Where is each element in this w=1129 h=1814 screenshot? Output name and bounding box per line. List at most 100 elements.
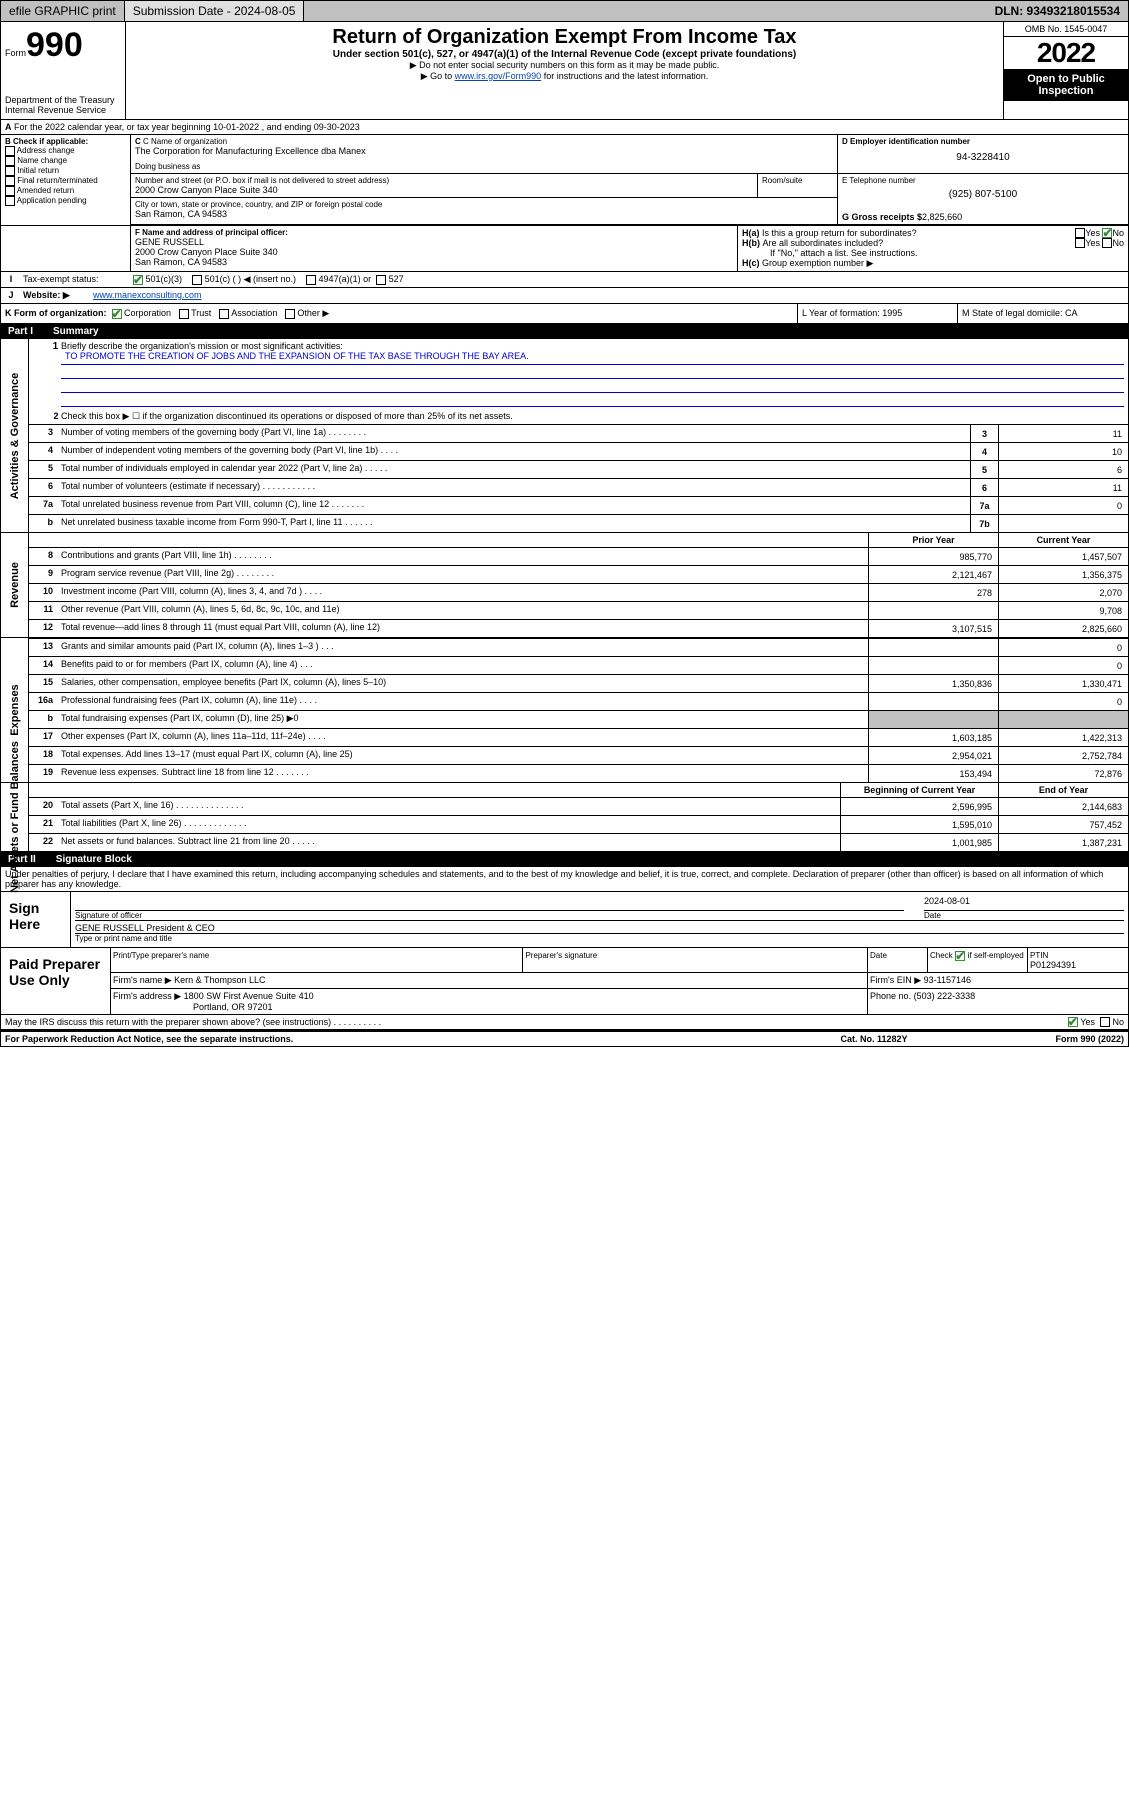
line-a: A For the 2022 calendar year, or tax yea… bbox=[0, 120, 1129, 135]
line-12: 12Total revenue—add lines 8 through 11 (… bbox=[29, 619, 1128, 637]
org-name: The Corporation for Manufacturing Excell… bbox=[135, 146, 833, 156]
gov-line-b: bNet unrelated business taxable income f… bbox=[29, 514, 1128, 532]
line-18: 18Total expenses. Add lines 13–17 (must … bbox=[29, 746, 1128, 764]
city-label: City or town, state or province, country… bbox=[135, 200, 833, 209]
k-corp-checkbox[interactable] bbox=[112, 309, 122, 319]
501c-checkbox[interactable] bbox=[192, 275, 202, 285]
form-small: Form bbox=[5, 48, 26, 58]
section-b-g: B Check if applicable: Address change Na… bbox=[0, 135, 1129, 226]
ein: 94-3228410 bbox=[842, 152, 1124, 163]
e-label: E Telephone number bbox=[842, 176, 1124, 185]
checkbox-final-return-terminated: Final return/terminated bbox=[5, 176, 126, 186]
submission-date-button[interactable]: Submission Date - 2024-08-05 bbox=[125, 1, 305, 21]
line-21: 21Total liabilities (Part X, line 26) . … bbox=[29, 815, 1128, 833]
officer-addr1: 2000 Crow Canyon Place Suite 340 bbox=[135, 247, 733, 257]
line-13: 13Grants and similar amounts paid (Part … bbox=[29, 638, 1128, 656]
mission-text: TO PROMOTE THE CREATION OF JOBS AND THE … bbox=[61, 351, 1124, 365]
line-10: 10Investment income (Part VIII, column (… bbox=[29, 583, 1128, 601]
section-expenses: Expenses 13Grants and similar amounts pa… bbox=[0, 638, 1129, 783]
signer-name: GENE RUSSELL President & CEO bbox=[75, 923, 1124, 933]
ha-yes-checkbox[interactable] bbox=[1075, 228, 1085, 238]
part1-header: Part ISummary bbox=[0, 324, 1129, 339]
line-8: 8Contributions and grants (Part VIII, li… bbox=[29, 547, 1128, 565]
line-19: 19Revenue less expenses. Subtract line 1… bbox=[29, 764, 1128, 782]
line-11: 11Other revenue (Part VIII, column (A), … bbox=[29, 601, 1128, 619]
side-net-assets: Net Assets or Fund Balances bbox=[1, 783, 29, 851]
ptin: P01294391 bbox=[1030, 960, 1076, 970]
hb-no-checkbox[interactable] bbox=[1102, 238, 1112, 248]
form-note2: ▶ Go to www.irs.gov/Form990 for instruct… bbox=[130, 71, 999, 82]
line-9: 9Program service revenue (Part VIII, lin… bbox=[29, 565, 1128, 583]
gov-line-3: 3Number of voting members of the governi… bbox=[29, 424, 1128, 442]
checkbox-address-change: Address change bbox=[5, 146, 126, 156]
discuss-row: May the IRS discuss this return with the… bbox=[0, 1015, 1129, 1030]
irs-label: Internal Revenue Service bbox=[5, 105, 121, 115]
k-other-checkbox[interactable] bbox=[285, 309, 295, 319]
firm-ein: 93-1157146 bbox=[924, 975, 971, 985]
part2-header: Part IISignature Block bbox=[0, 852, 1129, 867]
self-employed-checkbox[interactable] bbox=[955, 951, 965, 961]
irs-link[interactable]: www.irs.gov/Form990 bbox=[455, 71, 542, 81]
section-f-h: F Name and address of principal officer:… bbox=[0, 226, 1129, 272]
line-22: 22Net assets or fund balances. Subtract … bbox=[29, 833, 1128, 851]
section-revenue: Revenue Prior Year Current Year 8Contrib… bbox=[0, 533, 1129, 638]
firm-addr1: 1800 SW First Avenue Suite 410 bbox=[184, 991, 314, 1001]
firm-phone: (503) 222-3338 bbox=[914, 991, 976, 1001]
checkbox-name-change: Name change bbox=[5, 156, 126, 166]
city-state-zip: San Ramon, CA 94583 bbox=[135, 209, 833, 219]
form-header: Form990 Department of the Treasury Inter… bbox=[0, 22, 1129, 120]
year-formation: L Year of formation: 1995 bbox=[798, 304, 958, 323]
discuss-yes-checkbox[interactable] bbox=[1068, 1017, 1078, 1027]
firm-addr2: Portland, OR 97201 bbox=[193, 1002, 273, 1012]
website-link[interactable]: www.manexconsulting.com bbox=[93, 290, 202, 300]
k-assoc-checkbox[interactable] bbox=[219, 309, 229, 319]
officer-name: GENE RUSSELL bbox=[135, 237, 733, 247]
side-revenue: Revenue bbox=[1, 533, 29, 637]
perjury-text: Under penalties of perjury, I declare th… bbox=[0, 867, 1129, 892]
paid-preparer-block: Paid Preparer Use Only Print/Type prepar… bbox=[0, 948, 1129, 1015]
hb-yes-checkbox[interactable] bbox=[1075, 238, 1085, 248]
527-checkbox[interactable] bbox=[376, 275, 386, 285]
tax-year: 2022 bbox=[1004, 37, 1128, 69]
gov-line-7a: 7aTotal unrelated business revenue from … bbox=[29, 496, 1128, 514]
top-bar: efile GRAPHIC print Submission Date - 20… bbox=[0, 0, 1129, 22]
line-20: 20Total assets (Part X, line 16) . . . .… bbox=[29, 797, 1128, 815]
side-governance: Activities & Governance bbox=[1, 339, 29, 532]
dept-label: Department of the Treasury bbox=[5, 95, 121, 105]
omb-number: OMB No. 1545-0047 bbox=[1004, 22, 1128, 37]
d-label: D Employer identification number bbox=[842, 137, 1124, 146]
checkbox-application-pending: Application pending bbox=[5, 196, 126, 206]
efile-label: efile GRAPHIC print bbox=[1, 1, 125, 21]
col-b: B Check if applicable: Address change Na… bbox=[1, 135, 131, 225]
c-name-label: C C Name of organization bbox=[135, 137, 833, 146]
501c3-checkbox[interactable] bbox=[133, 275, 143, 285]
form-number: 990 bbox=[26, 26, 83, 64]
footer: For Paperwork Reduction Act Notice, see … bbox=[0, 1030, 1129, 1047]
f-label: F Name and address of principal officer: bbox=[135, 228, 733, 237]
ha-no-checkbox[interactable] bbox=[1102, 228, 1112, 238]
section-net-assets: Net Assets or Fund Balances Beginning of… bbox=[0, 783, 1129, 852]
gov-line-4: 4Number of independent voting members of… bbox=[29, 442, 1128, 460]
room-label: Room/suite bbox=[757, 174, 837, 197]
section-governance: Activities & Governance 1 Briefly descri… bbox=[0, 339, 1129, 533]
officer-addr2: San Ramon, CA 94583 bbox=[135, 257, 733, 267]
telephone: (925) 807-5100 bbox=[842, 189, 1124, 200]
line-16a: 16aProfessional fundraising fees (Part I… bbox=[29, 692, 1128, 710]
4947-checkbox[interactable] bbox=[306, 275, 316, 285]
firm-name: Kern & Thompson LLC bbox=[174, 975, 265, 985]
dln-label: DLN: 93493218015534 bbox=[987, 1, 1128, 21]
form-note1: ▶ Do not enter social security numbers o… bbox=[130, 60, 999, 71]
k-trust-checkbox[interactable] bbox=[179, 309, 189, 319]
gov-line-5: 5Total number of individuals employed in… bbox=[29, 460, 1128, 478]
open-inspection: Open to Public Inspection bbox=[1004, 69, 1128, 101]
gross-receipts: G Gross receipts $2,825,660 bbox=[842, 212, 1124, 222]
street-address: 2000 Crow Canyon Place Suite 340 bbox=[135, 185, 753, 195]
dba-label: Doing business as bbox=[135, 162, 833, 171]
line-17: 17Other expenses (Part IX, column (A), l… bbox=[29, 728, 1128, 746]
sign-here-block: Sign Here Signature of officer 2024-08-0… bbox=[0, 892, 1129, 948]
line-15: 15Salaries, other compensation, employee… bbox=[29, 674, 1128, 692]
line-b: bTotal fundraising expenses (Part IX, co… bbox=[29, 710, 1128, 728]
gov-line-6: 6Total number of volunteers (estimate if… bbox=[29, 478, 1128, 496]
discuss-no-checkbox[interactable] bbox=[1100, 1017, 1110, 1027]
checkbox-amended-return: Amended return bbox=[5, 186, 126, 196]
